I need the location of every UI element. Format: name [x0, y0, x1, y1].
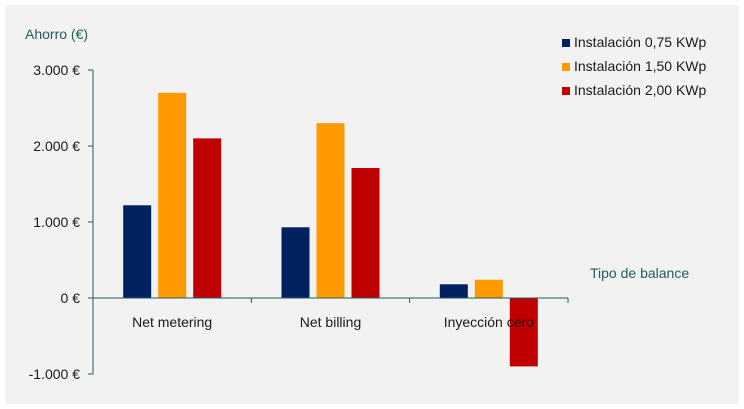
- legend-swatch: [562, 87, 570, 95]
- bar: [509, 298, 538, 367]
- bar: [123, 205, 152, 298]
- legend-label: Instalación 2,00 KWp: [574, 82, 707, 98]
- bars-group: [123, 92, 538, 367]
- y-tick-labels: 3.000 € 2.000 € 1.000 € 0 € -1.000 €: [29, 62, 81, 382]
- y-tick-label: 0 €: [61, 290, 81, 306]
- legend-swatch: [562, 63, 570, 71]
- category-label: Net metering: [132, 314, 212, 330]
- legend-label: Instalación 1,50 KWp: [574, 58, 707, 74]
- legend-swatch: [562, 39, 570, 47]
- bar: [439, 284, 468, 298]
- bar: [193, 138, 222, 298]
- bar: [281, 227, 310, 298]
- y-tick-label: -1.000 €: [29, 366, 81, 382]
- axes-group: [88, 69, 569, 375]
- bar: [474, 279, 503, 298]
- x-tick-labels: Net metering Net billing Inyección cero: [132, 314, 534, 330]
- bar: [158, 92, 187, 298]
- legend-label: Instalación 0,75 KWp: [574, 34, 707, 50]
- legend: Instalación 0,75 KWp Instalación 1,50 KWp…: [562, 34, 707, 98]
- category-label: Net billing: [300, 314, 361, 330]
- y-axis-title: Ahorro (€): [25, 26, 88, 42]
- bar: [316, 123, 345, 298]
- x-axis-title: Tipo de balance: [590, 265, 689, 281]
- bar: [351, 168, 380, 298]
- y-tick-label: 3.000 €: [33, 62, 80, 78]
- category-label: Inyección cero: [444, 314, 534, 330]
- y-tick-label: 1.000 €: [33, 214, 80, 230]
- y-tick-label: 2.000 €: [33, 138, 80, 154]
